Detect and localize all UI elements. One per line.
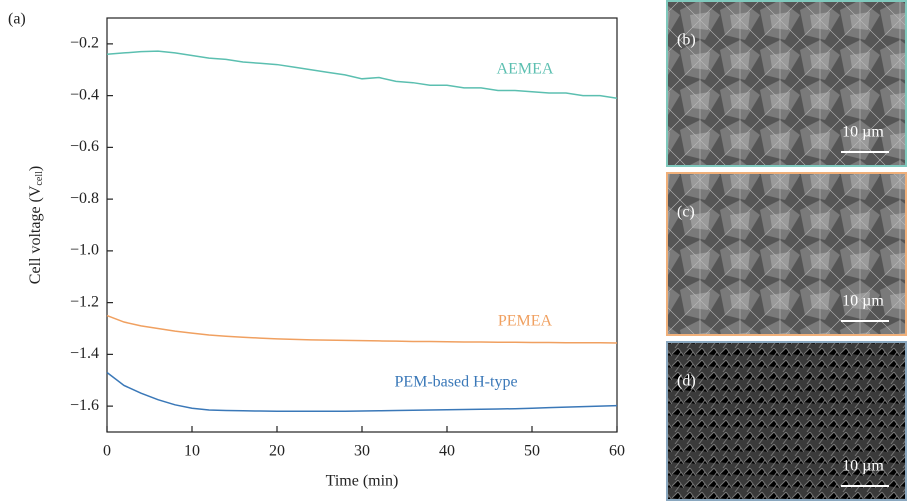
y-tick-label: −0.2 (70, 35, 99, 52)
y-tick-label: −1.4 (70, 345, 99, 362)
x-axis-label: Time (min) (326, 473, 399, 490)
y-tick-label: −0.4 (70, 86, 99, 103)
y-tick-label: −1.6 (70, 397, 99, 414)
sem-panel-d (666, 341, 907, 501)
plot-frame (106, 17, 618, 433)
x-tick-label: 50 (524, 443, 540, 460)
y-tick-label: −1.2 (70, 293, 99, 310)
x-tick-label: 30 (354, 443, 370, 460)
scale-bar-label: 10 µm (842, 293, 884, 310)
y-tick-label: −0.6 (70, 138, 99, 155)
series-label: AEMEA (497, 61, 554, 78)
scale-bar-label: 10 µm (842, 458, 884, 475)
sem-image (666, 341, 907, 501)
series-line (106, 50, 618, 99)
y-label-end: ) (27, 166, 44, 171)
series-label: PEMEA (498, 313, 553, 330)
series-label: PEM-based H-type (394, 374, 517, 391)
x-tick-label: 40 (439, 443, 455, 460)
y-axis-label: Cell voltage (Vcell) (27, 166, 46, 284)
x-tick-label: 60 (609, 443, 625, 460)
x-tick-label: 20 (269, 443, 285, 460)
panel-label: (d) (677, 373, 696, 390)
y-label-text: Cell voltage (V (27, 185, 44, 284)
panel-label: (b) (677, 32, 696, 49)
sem-panel-c (666, 172, 907, 336)
series-line (106, 371, 618, 413)
sem-image (666, 0, 907, 167)
y-label-sub: cell (34, 171, 45, 186)
sem-panel-b (666, 0, 907, 167)
panel-label: (a) (8, 11, 26, 28)
scale-bar-label: 10 µm (842, 124, 884, 141)
x-tick-label: 0 (103, 443, 111, 460)
sem-image (666, 172, 907, 336)
x-tick-label: 10 (184, 443, 200, 460)
series-line (106, 314, 618, 344)
panel-label: (c) (677, 204, 695, 221)
y-tick-label: −0.8 (70, 190, 99, 207)
y-tick-label: −1.0 (70, 242, 99, 259)
